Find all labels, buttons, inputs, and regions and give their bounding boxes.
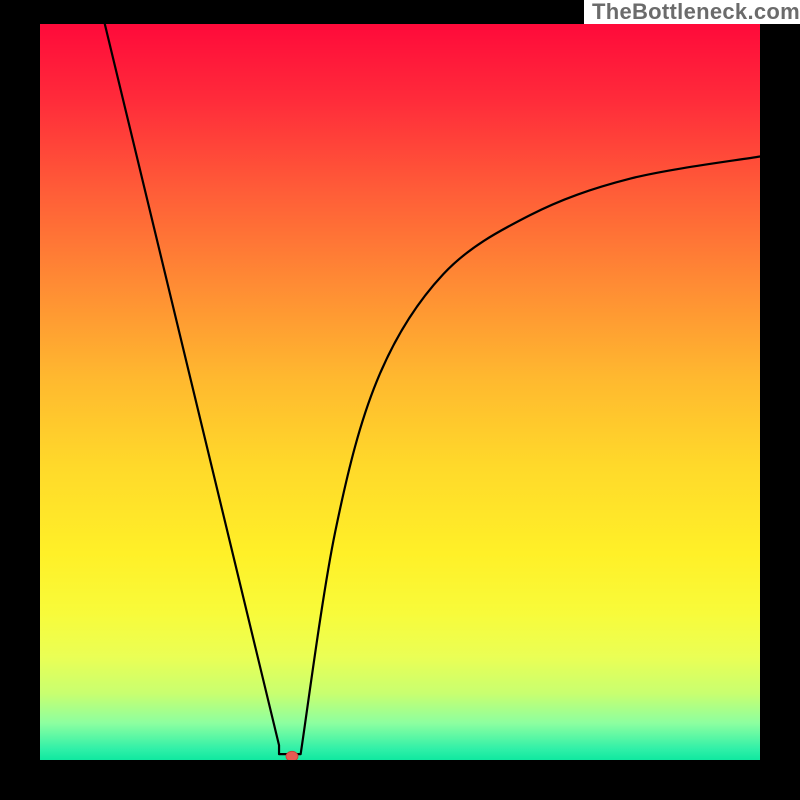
plot-area xyxy=(40,24,760,760)
watermark-text: TheBottleneck.com xyxy=(584,0,800,24)
gradient-background xyxy=(40,24,760,760)
minimum-marker xyxy=(286,751,298,760)
chart-svg xyxy=(40,24,760,760)
chart-stage: TheBottleneck.com xyxy=(0,0,800,800)
